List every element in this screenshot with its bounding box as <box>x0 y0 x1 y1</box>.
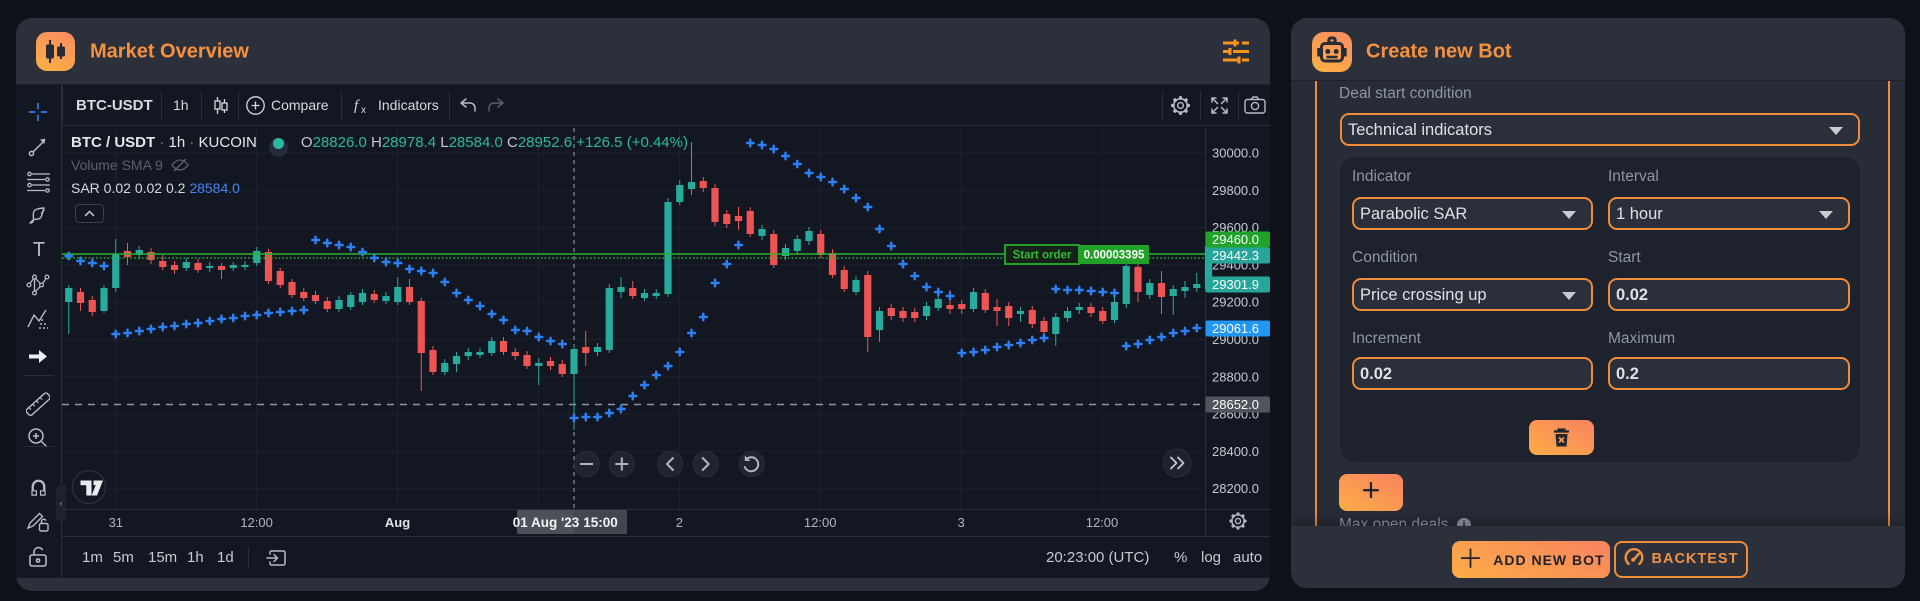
svg-text:Aug: Aug <box>385 515 410 530</box>
svg-text:29442.3: 29442.3 <box>1212 248 1259 263</box>
svg-text:29800.0: 29800.0 <box>1212 183 1259 198</box>
svg-text:28800.0: 28800.0 <box>1212 369 1259 384</box>
svg-text:28200.0: 28200.0 <box>1212 481 1259 496</box>
svg-text:12:00: 12:00 <box>804 515 837 530</box>
svg-text:29460.0: 29460.0 <box>1212 232 1259 247</box>
svg-text:28400.0: 28400.0 <box>1212 444 1259 459</box>
svg-text:29600.0: 29600.0 <box>1212 220 1259 235</box>
svg-text:x: x <box>361 105 366 115</box>
svg-text:f: f <box>354 98 360 114</box>
svg-text:T: T <box>33 239 45 260</box>
svg-text:28652.0: 28652.0 <box>1212 397 1259 412</box>
svg-text:29061.6: 29061.6 <box>1212 321 1259 336</box>
svg-text:12:00: 12:00 <box>240 515 273 530</box>
svg-text:29301.9: 29301.9 <box>1212 277 1259 292</box>
svg-text:3: 3 <box>957 515 964 530</box>
svg-text:Start order: Start order <box>1013 250 1072 262</box>
svg-text:15:00: 15:00 <box>583 515 618 530</box>
svg-text:12:00: 12:00 <box>1086 515 1119 530</box>
svg-text:31: 31 <box>109 515 123 530</box>
svg-text:29200.0: 29200.0 <box>1212 295 1259 310</box>
svg-text:2: 2 <box>676 515 683 530</box>
svg-text:0.00003395: 0.00003395 <box>1084 250 1145 262</box>
svg-text:30000.0: 30000.0 <box>1212 146 1259 161</box>
svg-text:01 Aug '23: 01 Aug '23 <box>513 515 580 530</box>
